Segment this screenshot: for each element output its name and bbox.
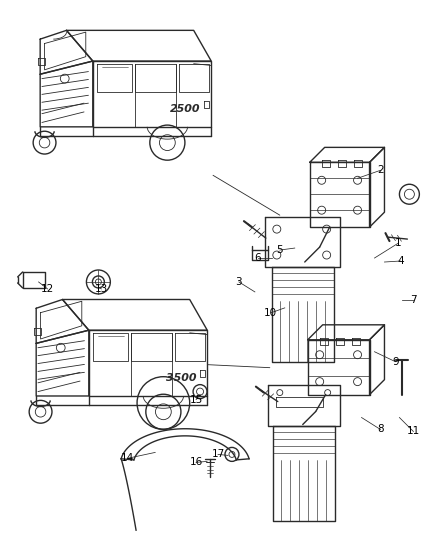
Text: 6: 6 (254, 253, 261, 263)
Text: 4: 4 (397, 256, 404, 266)
Text: 10: 10 (264, 308, 277, 318)
Text: 14: 14 (120, 454, 134, 463)
Text: 9: 9 (392, 357, 399, 367)
Text: 2: 2 (377, 165, 384, 175)
Text: 3500: 3500 (166, 374, 196, 383)
Text: 1: 1 (395, 238, 402, 248)
Text: 5: 5 (276, 245, 283, 255)
Text: 7: 7 (410, 295, 417, 305)
Text: 15: 15 (190, 394, 203, 405)
Text: 2500: 2500 (170, 104, 200, 114)
Text: 13: 13 (95, 284, 108, 294)
Text: 8: 8 (377, 424, 384, 434)
Text: 12: 12 (41, 284, 54, 294)
Text: 11: 11 (407, 426, 420, 437)
Text: 16: 16 (190, 457, 203, 467)
Text: 3: 3 (236, 277, 242, 287)
Text: 17: 17 (212, 449, 225, 459)
